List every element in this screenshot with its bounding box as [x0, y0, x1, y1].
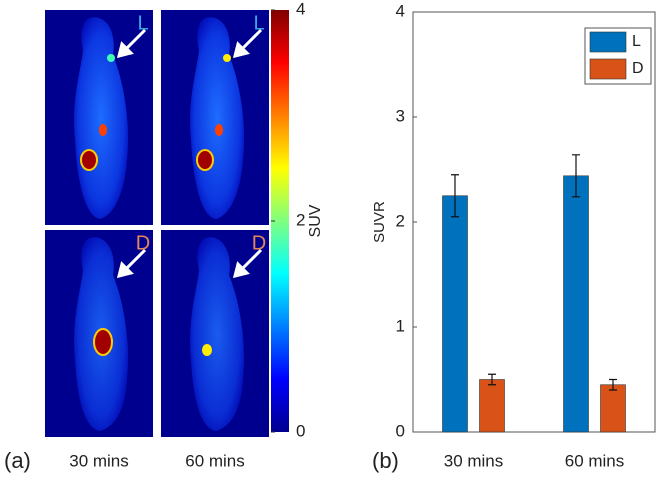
error-bar	[488, 373, 496, 386]
arrow	[232, 28, 263, 59]
image-row-label: D	[136, 232, 150, 254]
pet-hotspot	[99, 124, 107, 136]
colorbar-tick-label: 4	[296, 0, 305, 18]
y-tick-label: 4	[396, 1, 405, 20]
error-bar	[572, 154, 580, 198]
colorbar-label: SUV	[307, 204, 324, 237]
pet-hotspot	[196, 149, 214, 171]
pet-hotspot	[215, 124, 223, 136]
pet-hotspot	[80, 149, 98, 171]
pet-hotspot	[223, 54, 231, 62]
x-tick-label: 30 mins	[444, 451, 504, 470]
y-axis-label: SUVR	[371, 201, 388, 243]
arrow	[116, 28, 147, 59]
legend-swatch	[589, 58, 627, 80]
image-column-label: 60 mins	[185, 451, 245, 470]
colorbar-tick-label: 0	[296, 421, 305, 440]
panel-label: (a)	[4, 448, 31, 473]
image-column-label: 30 mins	[69, 451, 129, 470]
pet-hotspot	[107, 54, 115, 62]
error-bar	[451, 174, 459, 218]
colorbar	[271, 10, 289, 432]
image-row-label: L	[137, 12, 148, 34]
y-tick-label: 3	[396, 106, 405, 125]
arrow	[232, 248, 263, 279]
pet-body	[190, 237, 245, 431]
arrow	[116, 248, 147, 279]
image-row-label: D	[252, 232, 266, 254]
legend-label: D	[632, 60, 644, 77]
pet-hotspot	[202, 344, 212, 356]
y-tick-label: 0	[396, 421, 405, 440]
error-bar	[609, 378, 617, 391]
pet-hotspot	[93, 328, 113, 356]
panel-label: (b)	[372, 448, 399, 473]
bar	[442, 195, 468, 433]
y-tick-label: 1	[396, 316, 405, 335]
legend-swatch	[589, 31, 627, 53]
colorbar-tick-label: 2	[296, 210, 305, 229]
y-tick-label: 2	[396, 211, 405, 230]
bar	[479, 379, 505, 433]
image-row-label: L	[253, 12, 264, 34]
x-tick-label: 60 mins	[565, 451, 625, 470]
bar	[600, 384, 626, 433]
bar	[563, 175, 589, 433]
legend-label: L	[632, 33, 641, 50]
